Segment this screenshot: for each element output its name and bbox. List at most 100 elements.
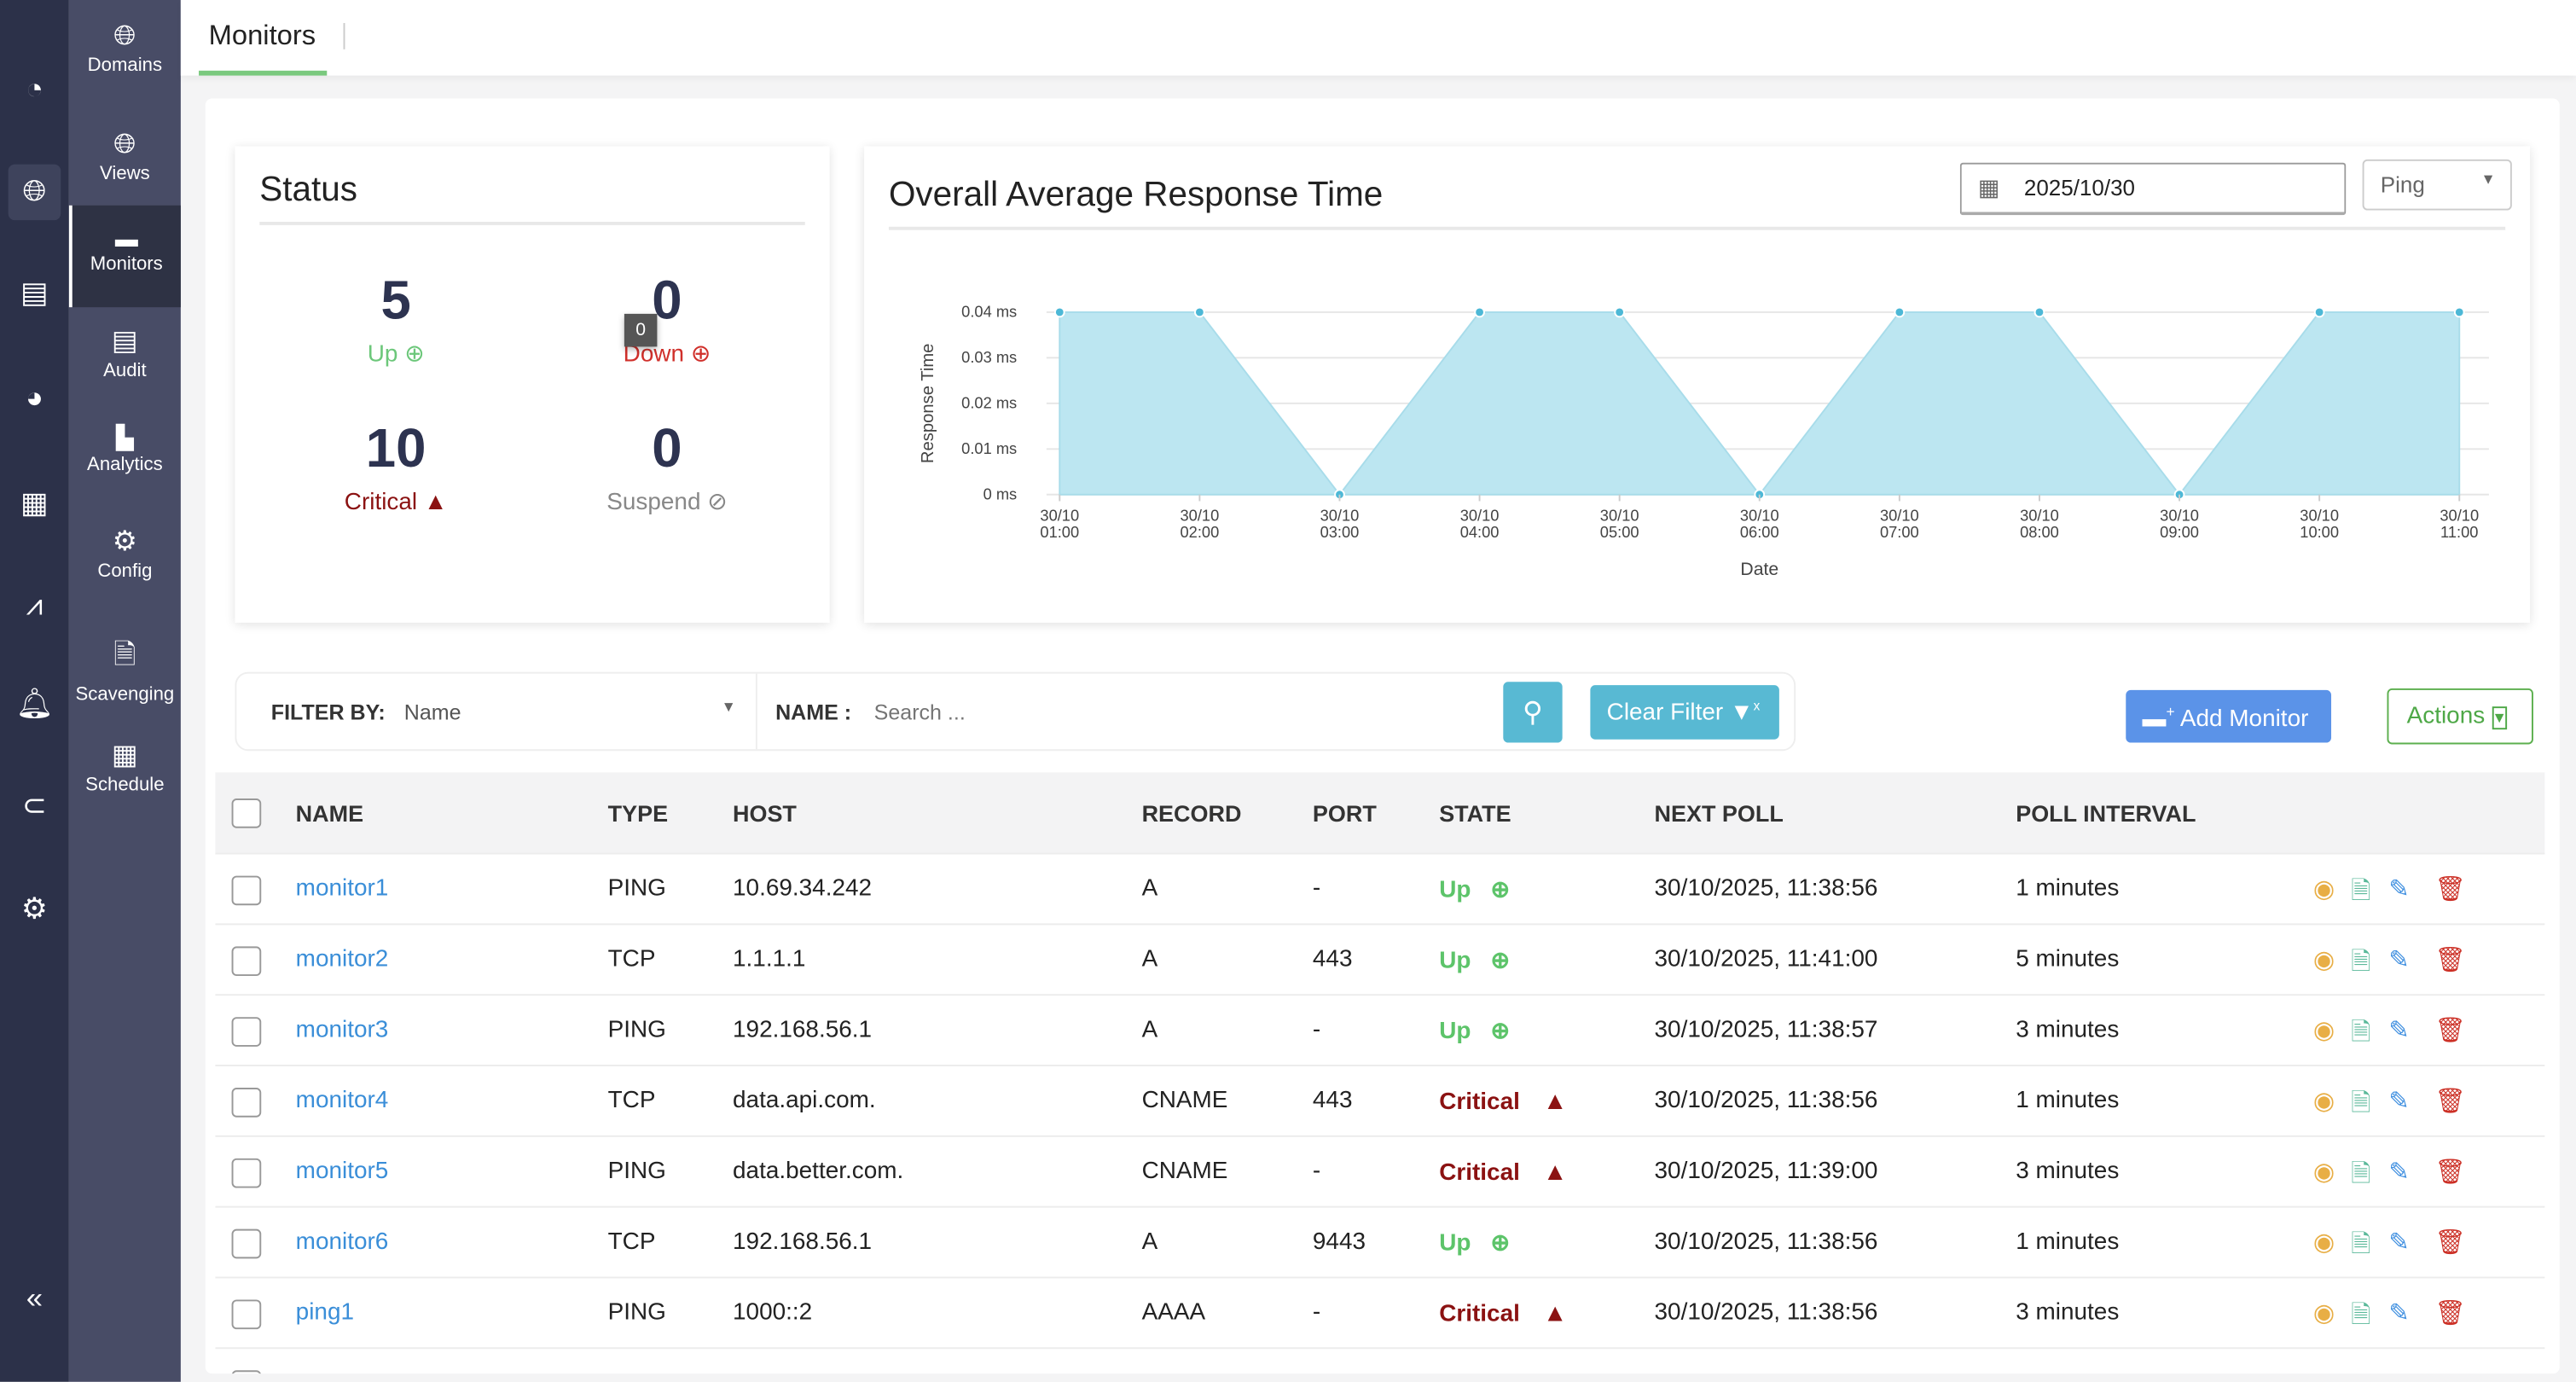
arrow-down-circle-icon: ⊕	[690, 341, 711, 369]
column-record[interactable]: RECORD	[1141, 799, 1242, 827]
sidebar-item-monitors[interactable]: ▬ Monitors	[68, 205, 181, 308]
trash-icon[interactable]: 🗑︎	[2434, 946, 2467, 975]
suspend-icon[interactable]: ◉	[2312, 1228, 2335, 1257]
row-checkbox[interactable]	[231, 1228, 262, 1259]
log-file-icon[interactable]: 🗎︎	[2351, 1301, 2371, 1330]
top-bar: Monitors	[180, 0, 2576, 76]
sidebar-item-schedule[interactable]: ▦ Schedule	[69, 740, 181, 795]
sidebar-item-views[interactable]: 🌐︎ Views	[69, 128, 181, 183]
reports-pie-icon[interactable]: ◕	[25, 380, 44, 415]
add-monitor-button[interactable]: ▬+ Add Monitor	[2126, 689, 2332, 743]
search-input[interactable]	[873, 688, 1482, 735]
cell-next: 30/10/2025, 11:38:56	[1654, 875, 1878, 903]
monitor-add-icon: ▬+	[2142, 703, 2175, 733]
select-all-checkbox[interactable]	[231, 798, 262, 828]
column-poll-interval[interactable]: POLL INTERVAL	[2016, 799, 2196, 827]
row-checkbox[interactable]	[231, 1158, 262, 1188]
suspend-icon[interactable]: ◉	[2312, 1299, 2335, 1328]
log-file-icon[interactable]: 🗎︎	[2351, 1019, 2371, 1047]
status-up[interactable]: 5 Up ⊕	[367, 269, 425, 369]
suspend-icon[interactable]: ◉	[2312, 875, 2335, 904]
cell-name[interactable]: ping1	[295, 1299, 355, 1327]
status-down[interactable]: 0 Down ⊕	[623, 269, 711, 369]
actions-button[interactable]: Actions ▾	[2387, 688, 2533, 745]
cell-name[interactable]: monitor4	[295, 1088, 389, 1114]
suspend-icon[interactable]: ◉	[2312, 1088, 2335, 1116]
suspend-icon[interactable]: ◉	[2312, 946, 2335, 975]
sidebar-item-scavenging[interactable]: 🗎︎ Scavenging	[69, 634, 181, 705]
suspend-icon[interactable]: ◉	[2312, 1017, 2335, 1045]
column-host[interactable]: HOST	[733, 799, 797, 827]
network-map-icon[interactable]: ▤	[20, 276, 49, 310]
trash-icon[interactable]: 🗑︎	[2434, 1017, 2467, 1045]
y-tick-label: 0 ms	[983, 485, 1018, 503]
cell-name[interactable]: monitor1	[295, 875, 389, 903]
log-file-icon[interactable]: 🗎︎	[2351, 1230, 2371, 1259]
globe-views-icon: 🌐︎	[113, 128, 136, 160]
arrow-up-circle-icon: ⊕	[1490, 875, 1511, 903]
column-name[interactable]: NAME	[295, 799, 364, 827]
column-state[interactable]: STATE	[1439, 799, 1511, 827]
log-file-icon[interactable]: 🗎︎	[2351, 877, 2371, 906]
monitor-type-select[interactable]: Ping ▼	[2362, 159, 2512, 211]
table-row: monitor5 PING data.better.com. CNAME - 30/10/…	[215, 1137, 2545, 1208]
column-next-poll[interactable]: NEXT POLL	[1654, 799, 1784, 827]
cell-type: TCP	[607, 1088, 656, 1114]
suspend-icon[interactable]: ◉	[2312, 1158, 2335, 1187]
sidebar-item-config[interactable]: ⚙ Config	[69, 526, 181, 581]
trash-icon[interactable]: 🗑︎	[2434, 875, 2467, 904]
trash-icon[interactable]: 🗑︎	[2434, 1158, 2467, 1187]
edit-icon[interactable]: ✎	[2388, 1088, 2410, 1116]
tab-divider	[343, 22, 345, 49]
cell-port: 9443	[1312, 1228, 1366, 1256]
date-picker[interactable]: ▦ 2025/10/30	[1959, 162, 2347, 216]
alert-trend-icon[interactable]: ⩘	[26, 588, 44, 622]
status-suspend[interactable]: 0 Suspend ⊘	[606, 417, 728, 516]
cell-type: TCP	[607, 946, 656, 973]
collapse-sidebar-icon[interactable]: «	[26, 1281, 44, 1315]
sidebar-item-audit[interactable]: ▤ Audit	[69, 325, 181, 380]
row-checkbox[interactable]	[231, 1088, 262, 1118]
x-tick-label-time: 04:00	[1460, 523, 1500, 541]
edit-icon[interactable]: ✎	[2388, 946, 2410, 975]
data-point	[2034, 306, 2045, 318]
trash-icon[interactable]: 🗑︎	[2434, 1088, 2467, 1116]
cell-name[interactable]: monitor3	[295, 1017, 389, 1044]
sidebar-item-analytics[interactable]: ▙ Analytics	[69, 424, 181, 475]
data-point	[1614, 306, 1626, 318]
trash-icon[interactable]: 🗑︎	[2434, 1228, 2467, 1257]
log-file-icon[interactable]: 🗎︎	[2351, 948, 2371, 977]
row-checkbox[interactable]	[231, 1370, 262, 1374]
cell-name[interactable]: monitor5	[295, 1158, 389, 1185]
column-type[interactable]: TYPE	[607, 799, 669, 827]
search-button[interactable]: ⚲	[1503, 682, 1563, 743]
dns-globe-icon[interactable]: 🌐︎	[8, 164, 61, 221]
edit-icon[interactable]: ✎	[2388, 1017, 2410, 1045]
filter-by-select[interactable]: Name ▼	[403, 698, 736, 725]
row-checkbox[interactable]	[231, 946, 262, 977]
trash-icon[interactable]: 🗑︎	[2434, 1299, 2467, 1328]
server-security-icon[interactable]: ▦	[20, 486, 49, 520]
sidebar-item-domains[interactable]: 🌐︎ Domains	[69, 20, 181, 75]
clear-filter-button[interactable]: Clear Filter ▼x	[1590, 685, 1779, 740]
bell-icon[interactable]: 🔔︎	[15, 687, 54, 720]
x-tick-label-date: 30/10	[2300, 507, 2339, 525]
log-file-icon[interactable]: 🗎︎	[2351, 1159, 2371, 1188]
row-checkbox[interactable]	[231, 1017, 262, 1047]
edit-icon[interactable]: ✎	[2388, 1228, 2410, 1257]
edit-icon[interactable]: ✎	[2388, 875, 2410, 904]
status-critical[interactable]: 10 Critical ▲	[344, 417, 448, 516]
edit-icon[interactable]: ✎	[2388, 1299, 2410, 1328]
cell-name[interactable]: monitor2	[295, 946, 389, 973]
column-port[interactable]: PORT	[1312, 799, 1377, 827]
log-file-icon[interactable]: 🗎︎	[2351, 1089, 2371, 1118]
cell-type: PING	[607, 875, 666, 903]
dashboard-icon[interactable]: ◔	[25, 72, 44, 106]
cell-name[interactable]: monitor6	[295, 1228, 389, 1256]
row-checkbox[interactable]	[231, 875, 262, 906]
settings-wrench-icon[interactable]: ⚙	[20, 891, 48, 926]
row-checkbox[interactable]	[231, 1299, 262, 1330]
edit-icon[interactable]: ✎	[2388, 1158, 2410, 1187]
tab-monitors[interactable]: Monitors	[208, 20, 316, 51]
plugin-icon[interactable]: ⊂	[21, 788, 47, 822]
